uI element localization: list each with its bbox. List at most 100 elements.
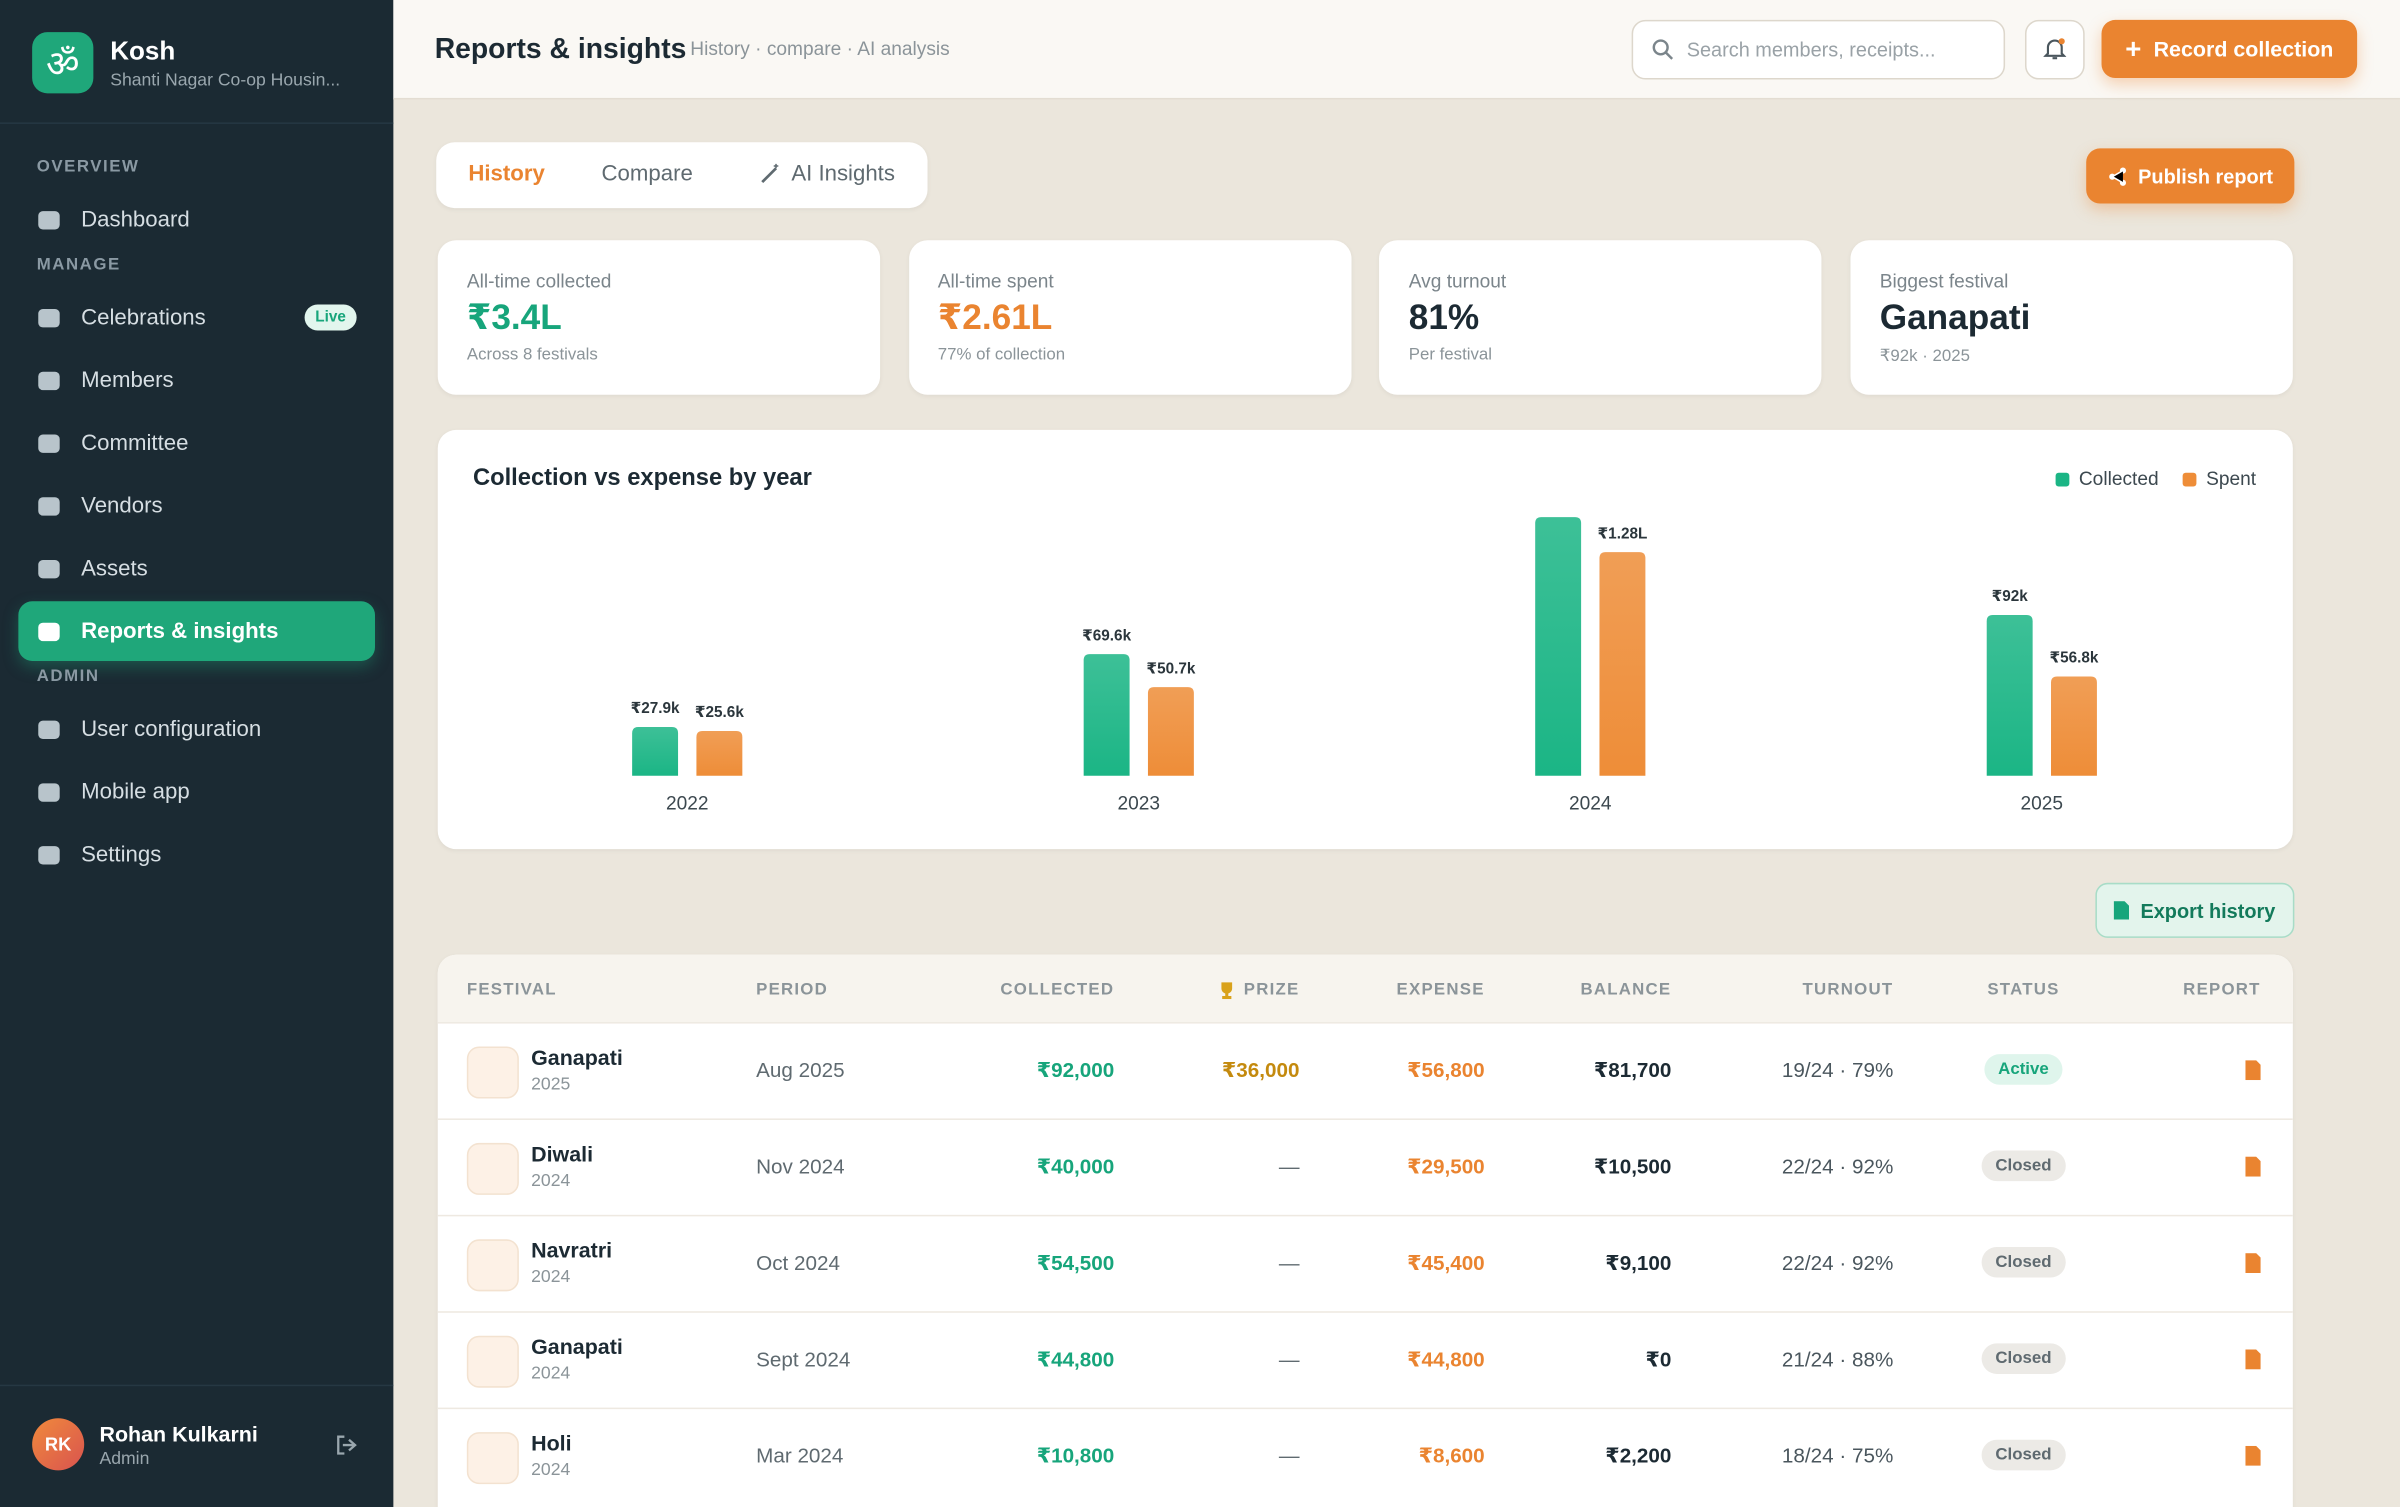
report-icon[interactable]: [2245, 1349, 2261, 1373]
nav-icon: [38, 719, 60, 739]
festival-name: Holi: [531, 1430, 572, 1456]
divider: [0, 122, 394, 124]
kpi-label: Biggest festival: [1879, 270, 2009, 293]
balance: ₹0: [1645, 1347, 1672, 1371]
record-collection-button[interactable]: + Record collection: [2101, 19, 2358, 79]
topbar: Reports & insights History · compare · A…: [393, 0, 2400, 100]
tab[interactable]: AI Insights: [759, 162, 895, 187]
tab[interactable]: Compare: [602, 162, 693, 186]
kpi-card: All-time collected ₹3.4L Across 8 festival…: [437, 240, 881, 395]
nav-label: Mobile app: [81, 779, 190, 805]
period: Sept 2024: [756, 1347, 851, 1371]
nav-label: Dashboard: [81, 207, 190, 232]
period: Mar 2024: [756, 1444, 844, 1468]
button-label: Publish report: [2138, 164, 2274, 188]
publish-button[interactable]: Publish report: [2086, 148, 2295, 204]
nav-icon: [38, 845, 60, 864]
festival-year: 2025: [531, 1075, 571, 1094]
balance: ₹2,200: [1605, 1444, 1672, 1468]
nav-icon: [38, 496, 60, 515]
pdf-icon: [2245, 1060, 2261, 1081]
nav-item[interactable]: Settings: [18, 825, 375, 885]
button-label: Record collection: [2153, 36, 2334, 62]
chart-title: Collection vs expense by year: [472, 465, 812, 492]
notification-button[interactable]: [2024, 19, 2085, 80]
festival-icon: [466, 1335, 519, 1388]
nav-item[interactable]: Mobile app: [18, 762, 375, 822]
turnout: 18/24 · 75%: [1781, 1444, 1894, 1468]
pdf-icon: [2245, 1349, 2261, 1370]
user-role: Admin: [99, 1450, 150, 1469]
column-header: BALANCE: [1581, 981, 1672, 999]
festival-name: Ganapati: [531, 1334, 623, 1359]
kpi-value: ₹3.4L: [466, 296, 562, 337]
search-box[interactable]: Search members, receipts...: [1631, 19, 2006, 80]
balance: ₹10,500: [1593, 1155, 1672, 1179]
nav-item[interactable]: Assets: [18, 539, 375, 599]
bar: [1535, 517, 1582, 776]
pdf-icon: [2245, 1445, 2261, 1466]
collected: ₹10,800: [1036, 1444, 1115, 1468]
table-row[interactable]: Ganapati 2025 Aug 2025 ₹92,000 ₹36,000 ₹56,80…: [437, 1022, 2293, 1118]
tab-label: History: [468, 162, 545, 187]
nav-item[interactable]: Committee: [18, 413, 375, 473]
logout-icon[interactable]: [335, 1434, 358, 1457]
export-button[interactable]: Export history: [2095, 882, 2295, 938]
user-name: Rohan Kulkarni: [99, 1421, 258, 1446]
status-pill: Closed: [1981, 1439, 2066, 1471]
column-label: REPORT: [2183, 980, 2261, 1000]
legend-label: Collected: [2078, 468, 2159, 490]
kpi-value: ₹2.61L: [937, 296, 1053, 337]
collected: ₹54,500: [1036, 1251, 1115, 1275]
x-tick-label: 2023: [1118, 793, 1161, 814]
kpi-label: All-time collected: [466, 270, 612, 293]
nav-label: Members: [81, 367, 174, 393]
table-row[interactable]: Holi 2024 Mar 2024 ₹10,800 — ₹8,600 ₹2,200 18/2…: [437, 1407, 2293, 1504]
button-label: Export history: [2140, 898, 2276, 922]
badge: Live: [304, 304, 357, 331]
nav-item[interactable]: Celebrations Live: [18, 288, 375, 348]
tab[interactable]: History: [468, 162, 544, 186]
column-header: EXPENSE: [1397, 981, 1485, 999]
table-row[interactable]: Diwali 2024 Nov 2024 ₹40,000 — ₹29,500 ₹10,500…: [437, 1118, 2293, 1214]
collected: ₹40,000: [1036, 1155, 1115, 1179]
balance: ₹9,100: [1605, 1251, 1672, 1275]
value-label: ₹69.6k: [1082, 627, 1131, 644]
report-icon[interactable]: [2245, 1253, 2261, 1277]
legend-item: Collected: [2055, 468, 2159, 490]
bell-icon: [2043, 38, 2067, 60]
nav-item[interactable]: Members: [18, 350, 375, 410]
report-icon[interactable]: [2245, 1156, 2261, 1181]
nav-item[interactable]: Vendors: [18, 476, 375, 536]
kpi-note: 77% of collection: [937, 345, 1066, 365]
festival-year: 2024: [531, 1171, 571, 1191]
kpi-value: Ganapati: [1879, 296, 2031, 337]
nav-icon: [38, 621, 60, 641]
status-pill: Closed: [1981, 1150, 2066, 1182]
pdf-icon: [2245, 1156, 2261, 1177]
history-table: FESTIVAL PERIOD COLLECTED PRIZE EXPENSE BALAN…: [437, 954, 2293, 1507]
nav-item[interactable]: User configuration: [18, 699, 375, 759]
nav-item[interactable]: Dashboard: [18, 190, 375, 250]
report-icon[interactable]: [2245, 1060, 2261, 1084]
brand-name: Kosh: [110, 36, 176, 66]
share-icon: [2109, 166, 2126, 186]
kpi-card: All-time spent ₹2.61L 77% of collection: [908, 240, 1352, 395]
nav-label: Celebrations: [81, 305, 206, 330]
bar: [1986, 614, 2033, 776]
festival-name: Navratri: [531, 1237, 613, 1263]
kpi-note: Per festival: [1408, 345, 1493, 365]
nav-icon: [38, 371, 60, 390]
value-label: ₹27.9k: [631, 700, 680, 717]
section-label: MANAGE: [36, 255, 121, 274]
nav-label: Reports & insights: [81, 618, 279, 644]
expense: ₹29,500: [1407, 1155, 1485, 1179]
table-row[interactable]: Navratri 2024 Oct 2024 ₹54,500 — ₹45,400 ₹9,10…: [437, 1214, 2293, 1311]
column-header: TURNOUT: [1802, 981, 1893, 999]
table-row[interactable]: Ganapati 2024 Sept 2024 ₹44,800 — ₹44,800 ₹0 21…: [437, 1311, 2293, 1407]
pdf-icon: [2245, 1253, 2261, 1273]
nav-item[interactable]: Reports & insights: [18, 601, 375, 661]
report-icon[interactable]: [2245, 1445, 2261, 1470]
nav-icon: [38, 559, 60, 578]
